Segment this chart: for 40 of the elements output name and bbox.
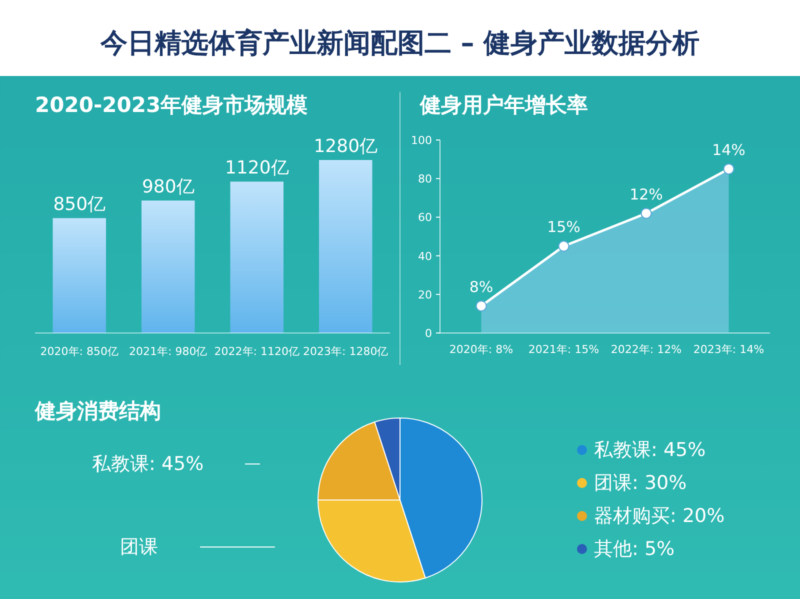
- x-tick-label: 2023年: 1280亿: [303, 345, 388, 358]
- data-label: 850亿: [53, 194, 106, 216]
- y-tick-label: 60: [418, 211, 432, 224]
- x-tick-label: 2020年: 850亿: [40, 345, 118, 358]
- point: [723, 163, 734, 174]
- point: [640, 208, 652, 219]
- legend-label: 团课: 30%: [594, 472, 687, 494]
- chart-subtitle: 2020-2023年健身市场规模: [35, 93, 308, 117]
- x-tick-label: 2023年: 14%: [693, 343, 764, 356]
- y-tick-label: 20: [418, 288, 432, 302]
- chart-title: 今日精选体育产业新闻配图二 – 健身产业数据分析: [99, 28, 700, 59]
- data-label: 980亿: [142, 176, 194, 198]
- y-tick-label: 80: [418, 172, 432, 186]
- data-label: 1280亿: [314, 136, 378, 157]
- annotation: 8%: [469, 278, 494, 296]
- x-tick-label: 2021年: 15%: [528, 343, 600, 356]
- chart-title: 健身用户年增长率: [419, 93, 588, 117]
- bar: [230, 182, 284, 333]
- x-tick-label: 2021年: 980亿: [129, 345, 208, 358]
- bar: [52, 218, 106, 333]
- data-label: 1120亿: [224, 158, 289, 179]
- legend-label: 私教课: 45%: [594, 439, 706, 461]
- legend-label: 其他: 5%: [594, 538, 675, 560]
- y-tick-label: 0: [425, 327, 432, 340]
- text: 团课: [120, 536, 158, 558]
- text: 私教课: 45%: [92, 453, 204, 475]
- point: [476, 300, 487, 312]
- point: [558, 240, 570, 252]
- text: 健身消费结构: [34, 399, 161, 423]
- x-tick-label: 2022年: 12%: [610, 343, 682, 356]
- annotation: 14%: [712, 140, 746, 159]
- x-tick-label: 2020年: 8%: [449, 343, 514, 356]
- bar: [142, 200, 195, 333]
- legend-label: 器材购买: 20%: [594, 505, 725, 527]
- annotation: 12%: [630, 185, 663, 204]
- y-tick-label: 40: [418, 250, 432, 263]
- bar: [319, 160, 372, 333]
- x-tick-label: 2022年: 1120亿: [214, 345, 300, 358]
- y-tick-label: 100: [411, 134, 432, 147]
- annotation: 15%: [547, 218, 580, 236]
